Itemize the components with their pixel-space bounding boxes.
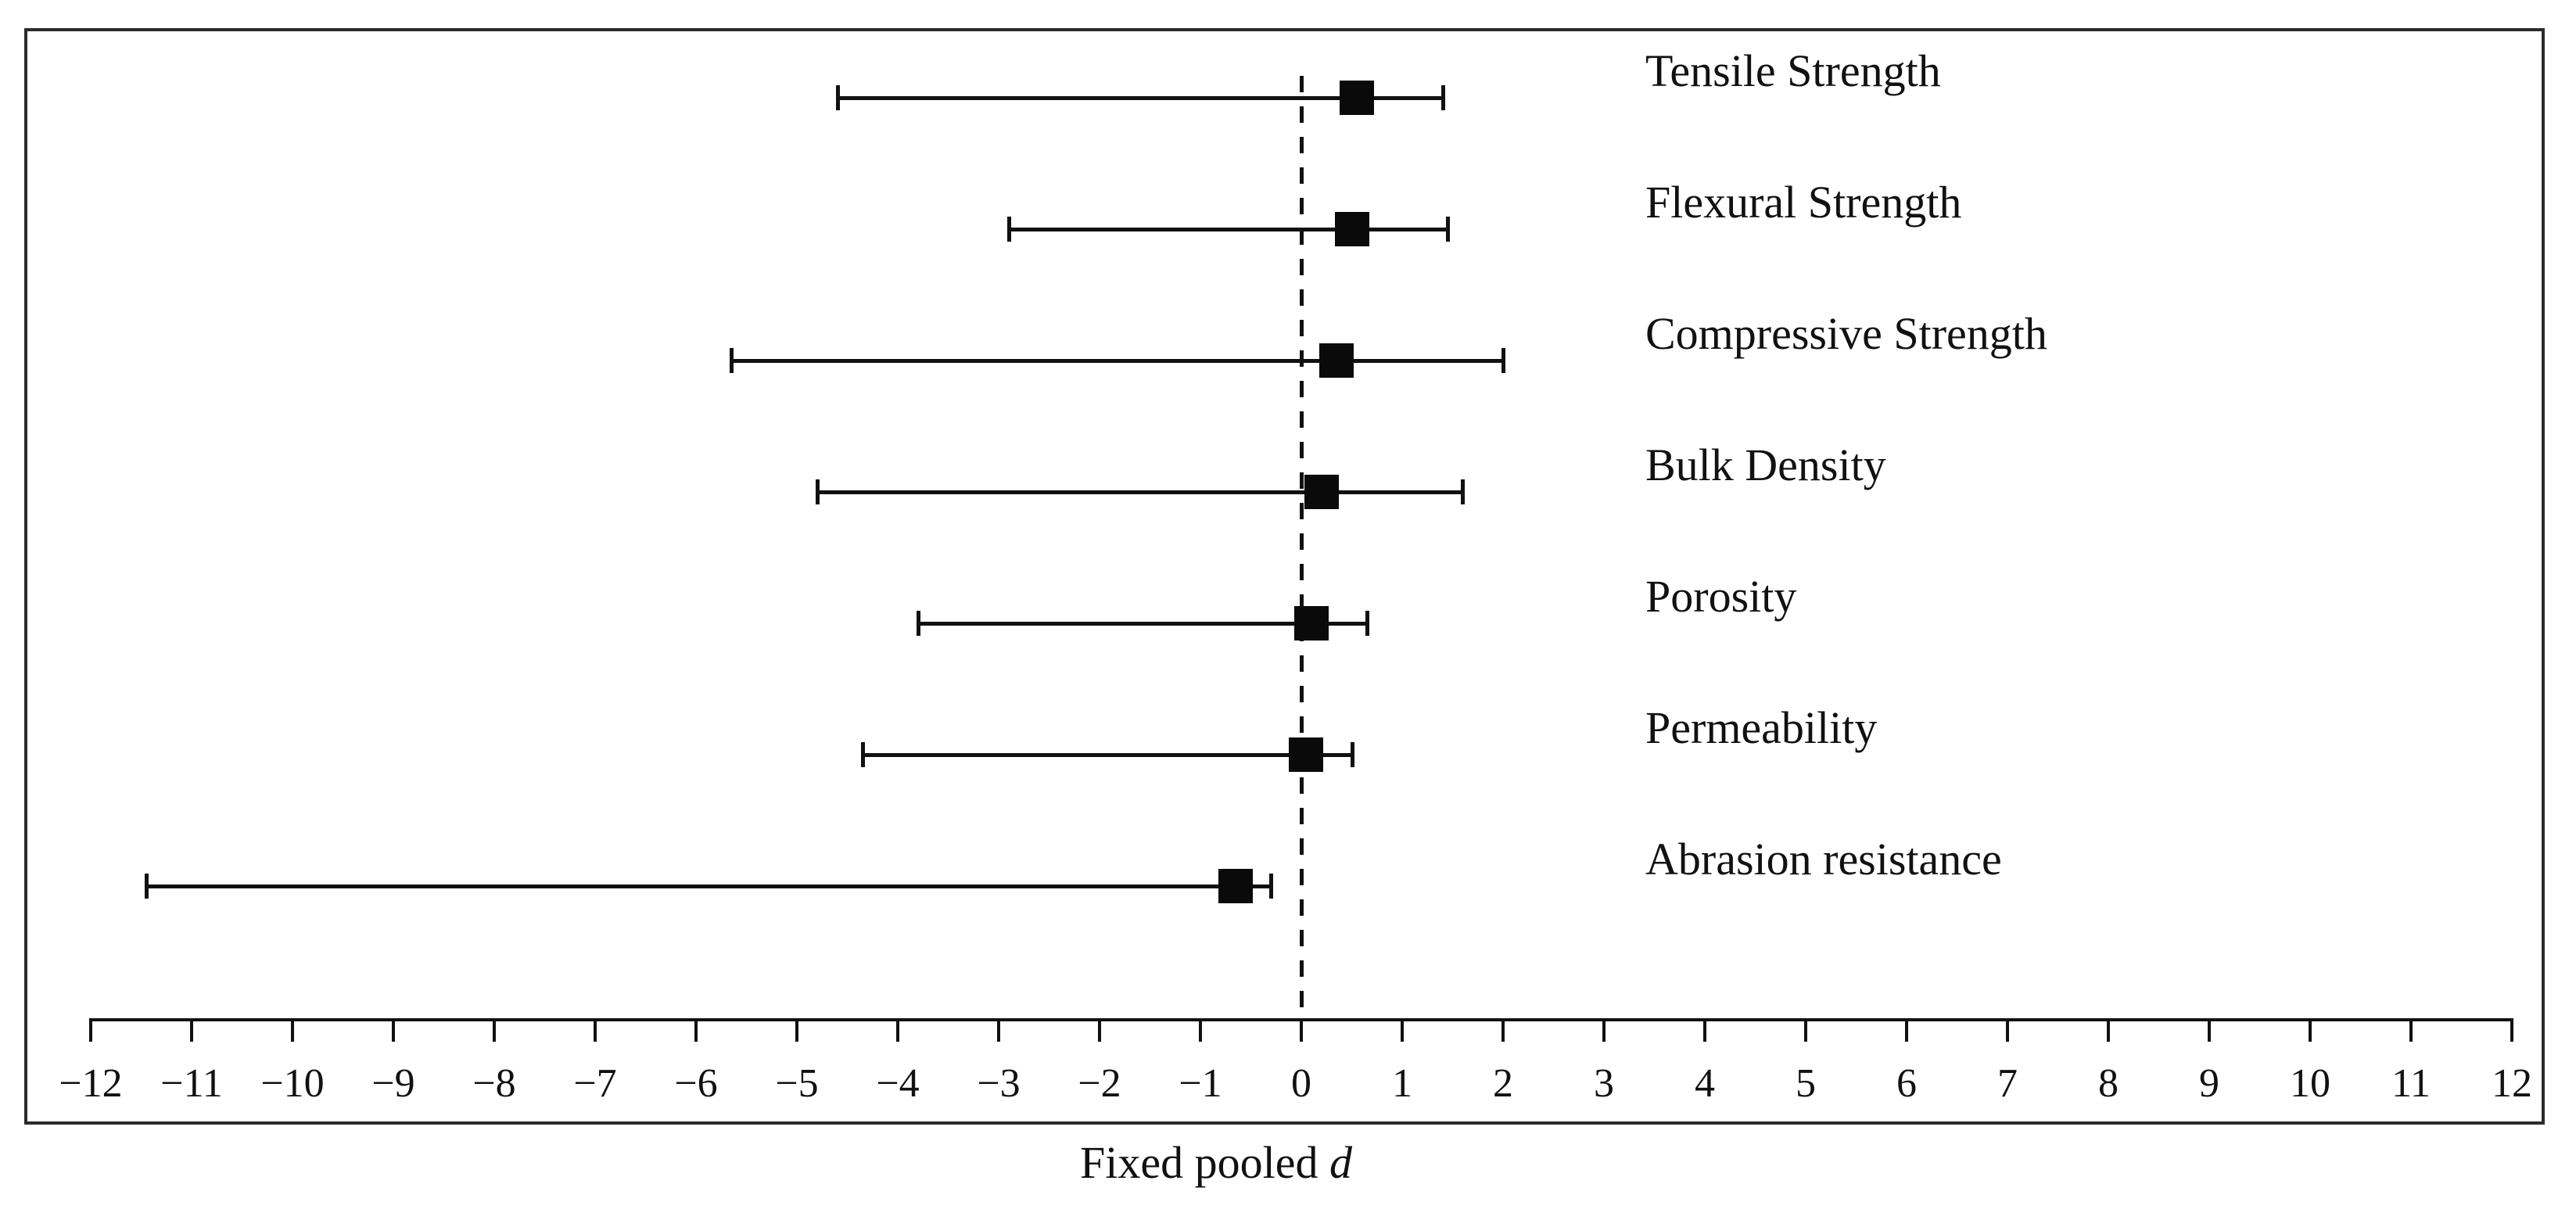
x-axis-tick-label: −11	[160, 1061, 223, 1106]
row-label: Flexural Strength	[1645, 177, 1962, 228]
point-estimate-marker	[1304, 475, 1339, 509]
row-label: Permeability	[1645, 702, 1878, 753]
x-axis-tick	[594, 1018, 597, 1042]
ci-upper-cap	[1269, 874, 1274, 899]
x-axis-tick	[1501, 1018, 1505, 1042]
x-axis-tick	[2510, 1018, 2513, 1042]
x-axis-tick	[2309, 1018, 2312, 1042]
confidence-interval-bar	[1008, 228, 1448, 231]
x-axis-tick	[2409, 1018, 2413, 1042]
x-axis-tick	[392, 1018, 395, 1042]
x-axis-tick-label: 10	[2290, 1061, 2330, 1106]
x-axis-tick-label: −3	[977, 1061, 1021, 1106]
x-axis-tick	[1401, 1018, 1404, 1042]
x-axis-tick	[1199, 1018, 1202, 1042]
ci-lower-cap	[860, 742, 865, 767]
x-axis-tick-label: 7	[1997, 1061, 2018, 1106]
x-axis-tick	[1602, 1018, 1606, 1042]
x-axis-tick	[896, 1018, 899, 1042]
x-axis-tick-label: 2	[1493, 1061, 1513, 1106]
x-axis-tick-label: −4	[876, 1061, 920, 1106]
x-axis-tick	[2208, 1018, 2211, 1042]
point-estimate-marker	[1293, 606, 1329, 640]
x-axis-tick-label: 0	[1291, 1061, 1311, 1106]
row-label: Porosity	[1645, 571, 1797, 622]
row-label: Compressive Strength	[1645, 308, 2047, 359]
x-axis-tick-label: −1	[1179, 1061, 1222, 1106]
x-axis-tick-label: −6	[674, 1061, 718, 1106]
plot-box: Tensile Strength Flexural Strength Compres…	[24, 28, 2545, 1125]
x-axis-tick	[2107, 1018, 2110, 1042]
x-axis-tick-label: 9	[2199, 1061, 2219, 1106]
ci-upper-cap	[1350, 742, 1354, 767]
x-axis-tick-label: −2	[1078, 1061, 1121, 1106]
row-label: Tensile Strength	[1645, 45, 1941, 96]
x-axis-tick-label: −12	[59, 1061, 123, 1106]
x-axis-tick-label: −10	[260, 1061, 325, 1106]
point-estimate-marker	[1289, 737, 1324, 772]
ci-upper-cap	[1461, 479, 1466, 504]
x-axis-tick-label: 3	[1594, 1061, 1614, 1106]
confidence-interval-bar	[816, 490, 1463, 494]
ci-upper-cap	[1365, 611, 1369, 636]
x-axis-tick	[1905, 1018, 1908, 1042]
x-axis-tick	[1098, 1018, 1101, 1042]
x-axis-tick	[493, 1018, 496, 1042]
x-axis-tick	[190, 1018, 193, 1042]
x-axis-tick-label: 11	[2391, 1061, 2431, 1106]
confidence-interval-bar	[145, 884, 1272, 888]
ci-lower-cap	[1006, 217, 1011, 242]
x-axis-tick-label: 5	[1796, 1061, 1816, 1106]
x-axis-tick-label: 1	[1392, 1061, 1412, 1106]
row-label: Bulk Density	[1645, 440, 1886, 490]
ci-lower-cap	[730, 348, 734, 373]
x-axis-tick	[2006, 1018, 2009, 1042]
x-axis-tick	[997, 1018, 1000, 1042]
x-axis-tick-label: 8	[2098, 1061, 2119, 1106]
zero-reference-line	[1300, 76, 1304, 1021]
x-axis-tick	[1300, 1018, 1303, 1042]
ci-upper-cap	[1440, 85, 1445, 110]
x-axis-tick	[89, 1018, 92, 1042]
point-estimate-marker	[1339, 81, 1374, 115]
confidence-interval-bar	[837, 96, 1443, 100]
ci-upper-cap	[1501, 348, 1505, 373]
ci-lower-cap	[144, 874, 149, 899]
x-axis-tick-label: −9	[371, 1061, 415, 1106]
point-estimate-marker	[1218, 869, 1254, 903]
x-axis-tick-label: 6	[1896, 1061, 1917, 1106]
point-estimate-marker	[1319, 343, 1354, 378]
x-axis-tick-label: 4	[1695, 1061, 1715, 1106]
x-axis-tick-label: −8	[472, 1061, 516, 1106]
x-axis-title-text: Fixed pooled	[1080, 1137, 1318, 1188]
confidence-interval-bar	[862, 753, 1352, 757]
x-axis-tick	[1804, 1018, 1807, 1042]
confidence-interval-bar	[917, 622, 1367, 626]
x-axis-title-symbol: d	[1329, 1137, 1352, 1188]
row-label: Abrasion resistance	[1645, 834, 2002, 884]
x-axis-title: Fixed pooled d	[1080, 1140, 1352, 1186]
x-axis-tick	[694, 1018, 698, 1042]
x-axis-tick-label: −7	[573, 1061, 617, 1106]
ci-lower-cap	[916, 611, 920, 636]
x-axis-tick-label: −5	[775, 1061, 819, 1106]
x-axis-tick	[1703, 1018, 1706, 1042]
x-axis-tick	[795, 1018, 798, 1042]
point-estimate-marker	[1334, 212, 1369, 246]
x-axis-tick	[291, 1018, 294, 1042]
ci-lower-cap	[835, 85, 840, 110]
confidence-interval-bar	[731, 359, 1503, 363]
ci-upper-cap	[1446, 217, 1451, 242]
ci-lower-cap	[815, 479, 820, 504]
x-axis-tick-label: 12	[2492, 1061, 2532, 1106]
